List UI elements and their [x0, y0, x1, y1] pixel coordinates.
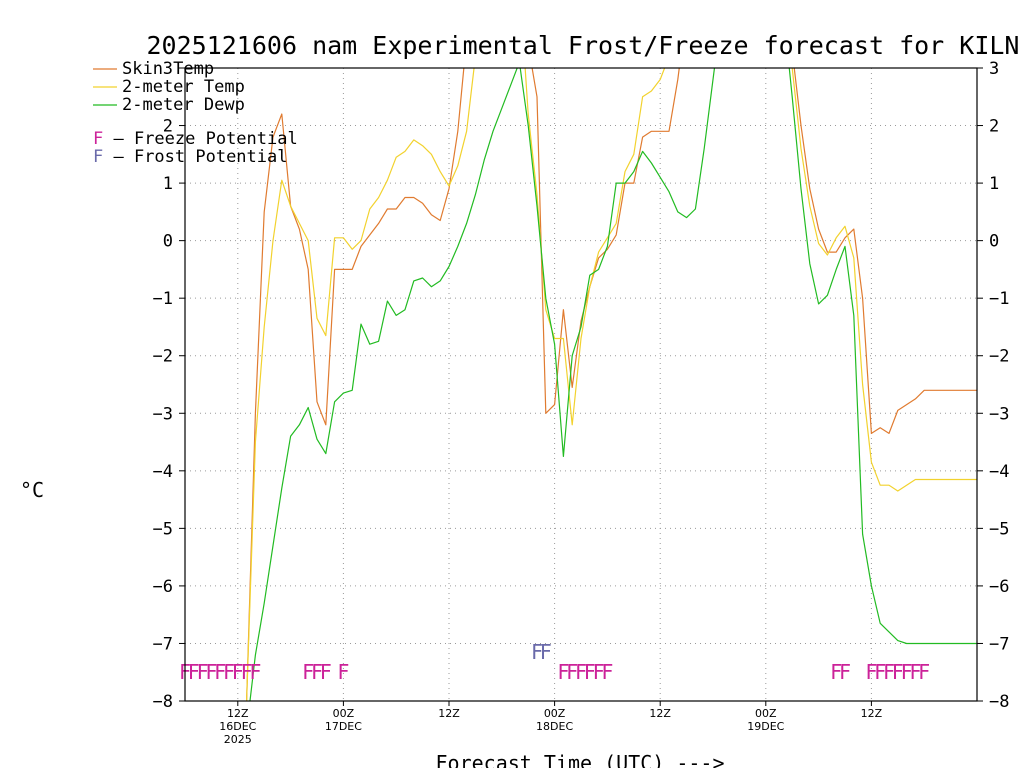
y-tick-label-left: −1 [153, 289, 173, 309]
freeze-flag: F [232, 660, 244, 684]
series-line-2-meter-temp [246, 68, 977, 701]
x-tick-date: 16DEC [219, 720, 256, 733]
y-tick-label-right: 1 [989, 174, 999, 194]
y-tick-label-right: 0 [989, 232, 999, 252]
y-tick-label-left: −6 [153, 577, 173, 597]
x-tick-label: 12Z [861, 707, 883, 720]
freeze-flag: F [839, 660, 851, 684]
series-line-skin-temp [246, 68, 977, 701]
freeze-flag: F [311, 660, 323, 684]
y-tick-label-right: −8 [989, 692, 1009, 712]
y-tick-label-right: −1 [989, 289, 1009, 309]
freeze-flag: F [874, 660, 886, 684]
freeze-flag: F [197, 660, 209, 684]
y-tick-label-left: 1 [163, 174, 173, 194]
freeze-flag: F [188, 660, 200, 684]
y-tick-label-left: −4 [153, 462, 173, 482]
freeze-flag: F [337, 660, 349, 684]
legend-label: Skin Temp [122, 59, 214, 79]
y-tick-label-right: −5 [989, 519, 1009, 539]
y-axis-label: °C [20, 478, 44, 502]
x-tick-label: 00Z [755, 707, 777, 720]
x-tick-label: 12Z [227, 707, 249, 720]
x-tick-label: 12Z [649, 707, 671, 720]
freeze-flag: F [241, 660, 253, 684]
freeze-flag: F [865, 660, 877, 684]
grid [185, 68, 977, 701]
x-tick-label: 00Z [333, 707, 355, 720]
y-tick-label-right: 2 [989, 117, 999, 137]
x-tick-date: 19DEC [747, 720, 784, 733]
freeze-flag: F [918, 660, 930, 684]
freeze-flag: F [557, 660, 569, 684]
potential-legend-symbol: F [93, 129, 103, 149]
frost-flag: F [531, 640, 543, 664]
freeze-flag: F [901, 660, 913, 684]
freeze-flag: F [302, 660, 314, 684]
y-tick-label-left: −8 [153, 692, 173, 712]
x-tick-date: 17DEC [325, 720, 362, 733]
freeze-flag: F [575, 660, 587, 684]
freeze-flag: F [601, 660, 613, 684]
y-tick-label-right: −4 [989, 462, 1009, 482]
legend-label: 2-meter Temp [122, 77, 245, 97]
chart-title: 2025121606 nam Experimental Frost/Freeze… [147, 31, 1020, 60]
potential-legend-text: – Freeze Potential [103, 129, 297, 149]
y-tick-label-left: −7 [153, 634, 173, 654]
potential-legend-text: – Frost Potential [103, 147, 287, 167]
x-tick-year: 2025 [224, 733, 252, 746]
y-tick-label-left: 2 [163, 117, 173, 137]
plot-frame [184, 67, 978, 702]
freeze-flag: F [830, 660, 842, 684]
potential-legend-entry: F – Frost Potential [93, 147, 287, 167]
y-tick-label-right: −2 [989, 347, 1009, 367]
y-tick-label-left: −5 [153, 519, 173, 539]
freeze-flag: F [320, 660, 332, 684]
freeze-flag: F [205, 660, 217, 684]
freeze-flag: F [593, 660, 605, 684]
frost-flag: F [540, 640, 552, 664]
y-tick-label-left: −2 [153, 347, 173, 367]
freeze-flag: F [892, 660, 904, 684]
y-tick-label-left: 0 [163, 232, 173, 252]
series-lines [246, 68, 977, 701]
freeze-flag: F [214, 660, 226, 684]
axes: −8 −8 −7 −7 −6 −6 −5 −5 −4 −4 −3 −3 −2 −2 −1 −1 0 0 1 1 2 2 3 3… [153, 59, 1010, 746]
series-line-2-meter-dewp [249, 68, 977, 701]
freeze-flag: F [584, 660, 596, 684]
freeze-flag: F [883, 660, 895, 684]
y-tick-label-left: −3 [153, 404, 173, 424]
potential-legend-symbol: F [93, 147, 103, 167]
freeze-flag: F [223, 660, 235, 684]
x-axis-label: Forecast Time (UTC) ---> [436, 751, 725, 768]
y-tick-label-right: 3 [989, 59, 999, 79]
y-tick-label-right: −3 [989, 404, 1009, 424]
x-tick-label: 00Z [544, 707, 566, 720]
y-tick-label-right: −6 [989, 577, 1009, 597]
y-tick-label-right: −7 [989, 634, 1009, 654]
x-tick-date: 18DEC [536, 720, 573, 733]
legend-label: 2-meter Dewp [122, 95, 245, 115]
y-tick-label-left: 3 [163, 59, 173, 79]
freeze-flag: F [249, 660, 261, 684]
potential-legend-entry: F – Freeze Potential [93, 129, 298, 149]
freeze-flag: F [909, 660, 921, 684]
freeze-flag: F [566, 660, 578, 684]
x-tick-label: 12Z [438, 707, 460, 720]
